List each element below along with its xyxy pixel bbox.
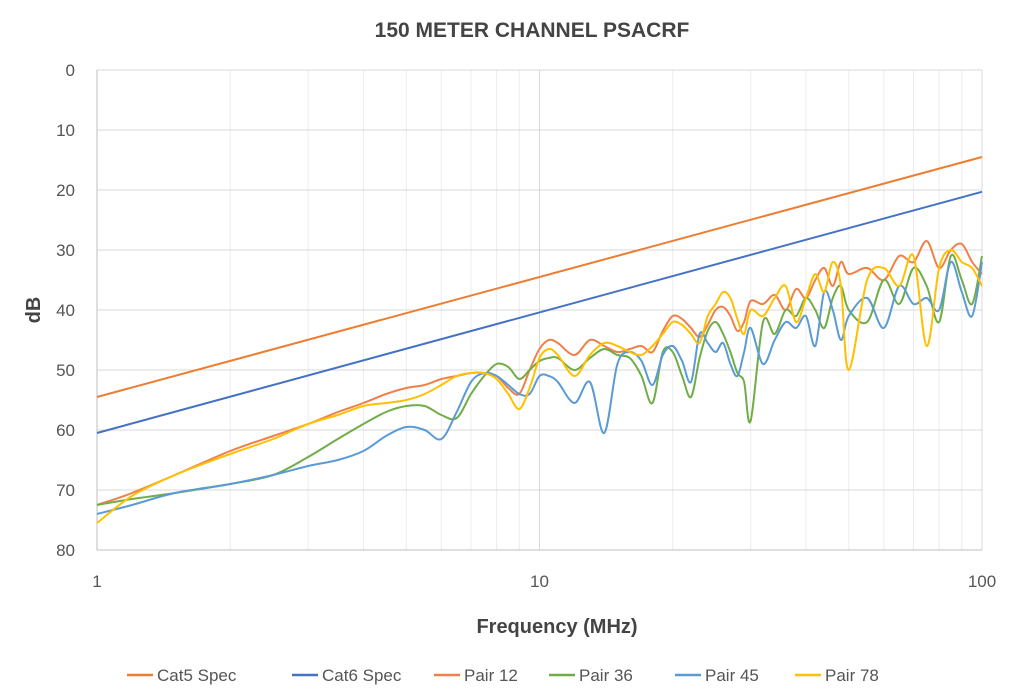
legend-label: Pair 12 xyxy=(464,666,518,685)
legend-item-pair-12: Pair 12 xyxy=(434,666,518,685)
y-tick-label: 10 xyxy=(56,121,75,140)
y-tick-label: 80 xyxy=(56,541,75,560)
series-line-pair-45 xyxy=(96,260,983,515)
y-axis-ticks: 0 10 20 30 40 50 60 70 80 xyxy=(56,61,75,560)
series-line-pair-12 xyxy=(96,240,983,506)
legend-label: Pair 36 xyxy=(579,666,633,685)
x-tick-label: 100 xyxy=(968,572,996,591)
series-line-cat5-spec xyxy=(96,156,983,398)
x-tick-label: 1 xyxy=(92,572,101,591)
y-tick-label: 0 xyxy=(66,61,75,80)
y-tick-label: 20 xyxy=(56,181,75,200)
x-axis-ticks: 1 10 100 xyxy=(92,572,996,591)
y-tick-label: 50 xyxy=(56,361,75,380)
y-tick-label: 60 xyxy=(56,421,75,440)
legend-item-pair-36: Pair 36 xyxy=(549,666,633,685)
x-axis-title: Frequency (MHz) xyxy=(476,616,637,638)
y-tick-label: 30 xyxy=(56,241,75,260)
y-tick-label: 40 xyxy=(56,301,75,320)
legend-item-cat5-spec: Cat5 Spec xyxy=(127,666,237,685)
legend-label: Pair 45 xyxy=(705,666,759,685)
x-tick-label: 10 xyxy=(530,572,549,591)
legend-item-cat6-spec: Cat6 Spec xyxy=(292,666,402,685)
series-line-pair-78 xyxy=(96,249,983,524)
legend-label: Cat5 Spec xyxy=(157,666,237,685)
legend: Cat5 Spec Cat6 Spec Pair 12 Pair 36 Pair 45 P… xyxy=(127,666,879,685)
chart-title: 150 METER CHANNEL PSACRF xyxy=(375,19,690,42)
legend-label: Pair 78 xyxy=(825,666,879,685)
y-axis-title: dB xyxy=(23,297,45,324)
legend-item-pair-45: Pair 45 xyxy=(675,666,759,685)
series-line-cat6-spec xyxy=(96,190,983,434)
series-layer xyxy=(96,156,983,524)
y-tick-label: 70 xyxy=(56,481,75,500)
legend-item-pair-78: Pair 78 xyxy=(795,666,879,685)
legend-label: Cat6 Spec xyxy=(322,666,402,685)
series-line-pair-36 xyxy=(96,253,983,506)
